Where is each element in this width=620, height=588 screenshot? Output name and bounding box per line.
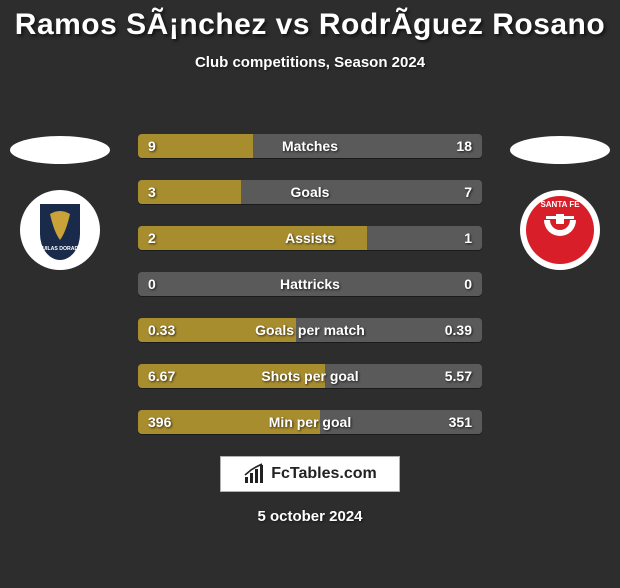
player-right-cap (510, 136, 610, 164)
stat-label: Goals (138, 180, 482, 204)
player-left-cap (10, 136, 110, 164)
stat-row: 396351Min per goal (138, 410, 482, 434)
stat-row: 00Hattricks (138, 272, 482, 296)
club-badge-left: AGUILAS DORADAS (20, 190, 100, 270)
date-label: 5 october 2024 (0, 508, 620, 525)
stat-label: Matches (138, 134, 482, 158)
stat-label: Goals per match (138, 318, 482, 342)
stat-row: 918Matches (138, 134, 482, 158)
club-badge-right: SANTA FE (520, 190, 600, 270)
fctables-logo-icon (243, 463, 265, 485)
stats-container: 918Matches 37Goals 21Assists 00Hattricks 0.3… (138, 134, 482, 456)
stat-label: Min per goal (138, 410, 482, 434)
stat-row: 6.675.57Shots per goal (138, 364, 482, 388)
stat-row: 37Goals (138, 180, 482, 204)
stat-row: 0.330.39Goals per match (138, 318, 482, 342)
page-title: Ramos SÃ¡nchez vs RodrÃ­guez Rosano (0, 8, 620, 42)
footer-brand-label: FcTables.com (271, 465, 377, 483)
stat-label: Assists (138, 226, 482, 250)
footer-brand: FcTables.com (220, 456, 400, 492)
svg-text:SANTA FE: SANTA FE (540, 200, 580, 209)
page-subtitle: Club competitions, Season 2024 (0, 54, 620, 71)
stat-label: Shots per goal (138, 364, 482, 388)
stat-label: Hattricks (138, 272, 482, 296)
stat-row: 21Assists (138, 226, 482, 250)
svg-text:AGUILAS DORADAS: AGUILAS DORADAS (34, 246, 86, 252)
